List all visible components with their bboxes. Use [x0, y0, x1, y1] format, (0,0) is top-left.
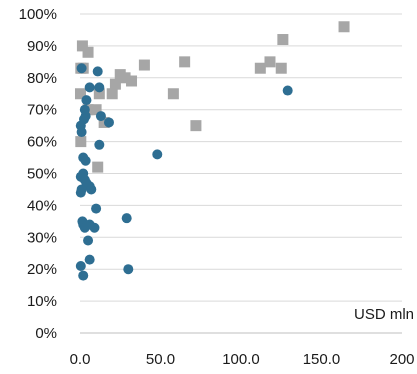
- data-point-square: [254, 62, 266, 74]
- data-point-circle: [75, 261, 86, 272]
- data-point-square: [75, 136, 87, 148]
- y-tick-label: 10%: [27, 293, 57, 310]
- data-point-circle: [94, 82, 105, 93]
- y-tick-label: 70%: [27, 102, 57, 119]
- data-point-square: [92, 161, 104, 173]
- y-tick-label: 30%: [27, 229, 57, 246]
- x-tick-label: 150.0: [303, 351, 341, 368]
- data-point-square: [109, 78, 121, 90]
- data-point-square: [179, 56, 191, 68]
- gridlines: [80, 13, 402, 302]
- data-point-circle: [91, 203, 102, 214]
- data-point-circle: [76, 127, 87, 138]
- data-points: [74, 21, 350, 281]
- data-point-square: [76, 40, 88, 52]
- y-tick-label: 60%: [27, 134, 57, 151]
- y-tick-label: 40%: [27, 197, 57, 214]
- data-point-square: [264, 56, 276, 68]
- x-unit-label: USD mln: [354, 306, 414, 323]
- data-point-square: [138, 59, 150, 71]
- x-tick-label: 0.0: [70, 351, 91, 368]
- y-tick-label: 80%: [27, 70, 57, 87]
- data-point-circle: [152, 149, 163, 160]
- data-point-circle: [89, 222, 100, 233]
- data-point-circle: [78, 270, 89, 281]
- data-point-square: [275, 62, 287, 74]
- x-tick-label: 50.0: [146, 351, 175, 368]
- data-point-square: [82, 46, 94, 58]
- data-point-circle: [86, 184, 97, 195]
- data-point-circle: [94, 139, 105, 150]
- data-point-circle: [121, 213, 132, 224]
- data-point-square: [90, 104, 102, 116]
- data-point-square: [119, 72, 131, 84]
- data-point-circle: [80, 155, 91, 166]
- x-tick-labels: 0.0 50.0 100.0 150.0 200: [70, 351, 415, 368]
- y-tick-labels: 0% 10% 20% 30% 40% 50% 60% 70% 80% 90% 100%: [19, 6, 57, 342]
- x-tick-label: 200: [389, 351, 414, 368]
- data-point-square: [338, 21, 350, 33]
- y-tick-label: 20%: [27, 261, 57, 278]
- data-point-circle: [75, 187, 86, 198]
- data-point-square: [126, 75, 138, 87]
- data-point-circle: [123, 264, 134, 275]
- data-point-circle: [103, 117, 114, 128]
- y-tick-label: 90%: [27, 38, 57, 55]
- x-tick-label: 100.0: [222, 351, 260, 368]
- data-point-circle: [81, 95, 92, 106]
- data-point-square: [74, 88, 86, 100]
- data-point-square: [93, 88, 105, 100]
- data-point-circle: [95, 111, 106, 122]
- y-tick-label: 0%: [35, 325, 57, 342]
- y-tick-label: 100%: [19, 6, 57, 23]
- data-point-square: [167, 88, 179, 100]
- data-point-square: [190, 120, 202, 132]
- data-point-circle: [83, 235, 94, 246]
- data-point-square: [277, 34, 289, 46]
- data-point-circle: [84, 82, 95, 93]
- data-point-circle: [92, 66, 103, 77]
- data-point-square: [106, 88, 118, 100]
- y-tick-label: 50%: [27, 166, 57, 183]
- data-point-circle: [84, 254, 95, 265]
- data-point-circle: [282, 85, 293, 96]
- data-point-circle: [76, 63, 87, 74]
